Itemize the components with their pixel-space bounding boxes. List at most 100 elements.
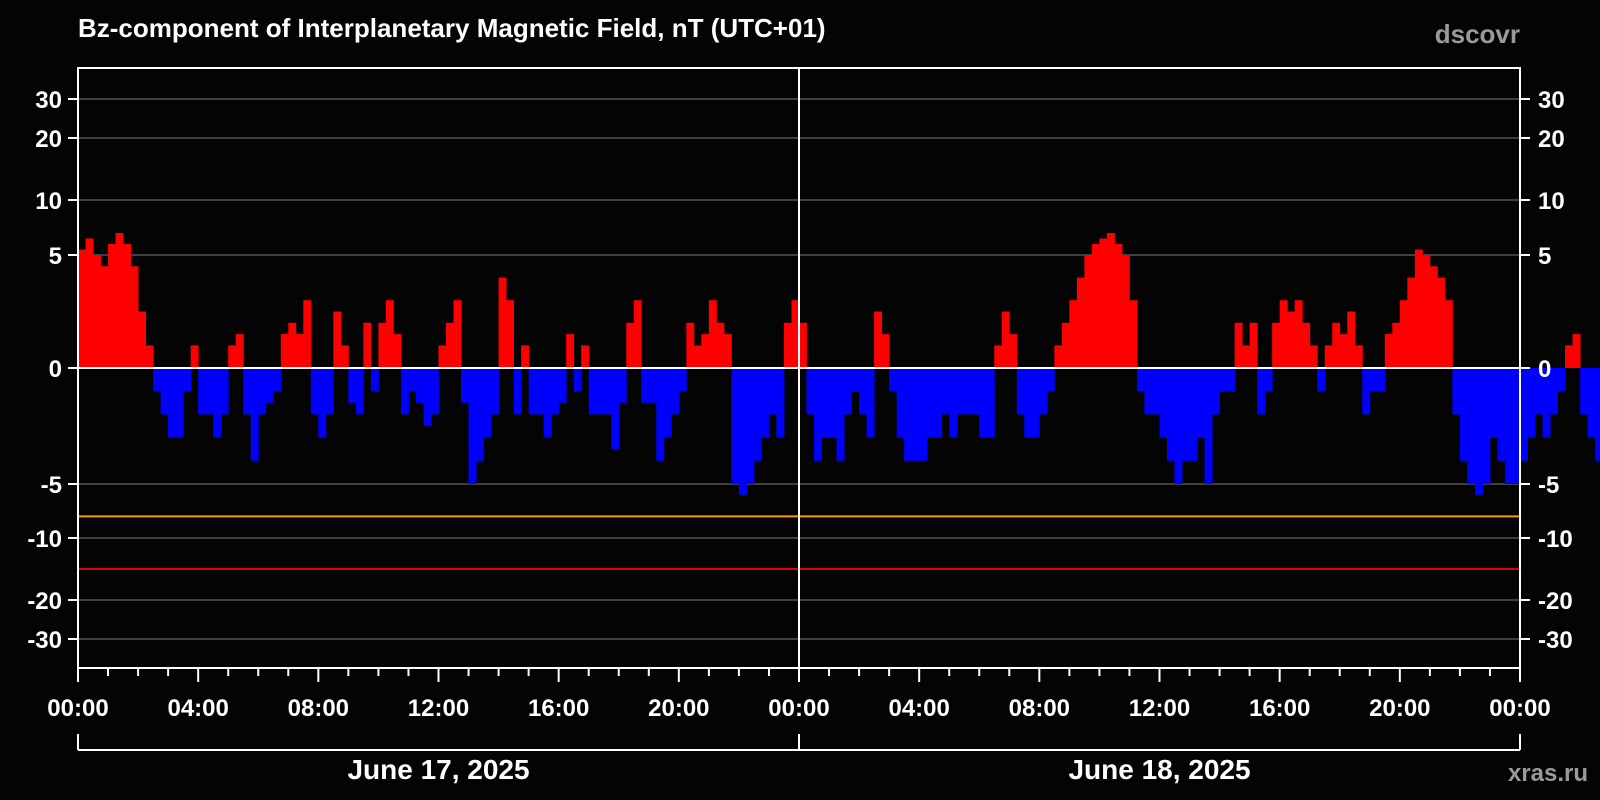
bz-bar xyxy=(686,322,695,368)
y-tick-label: 5 xyxy=(1538,243,1551,270)
bz-bar xyxy=(881,334,890,368)
bz-bar xyxy=(491,368,499,415)
bz-bar xyxy=(153,368,162,392)
x-tick-label: 04:00 xyxy=(167,695,228,722)
bz-bar xyxy=(243,368,252,415)
x-tick-label: 08:00 xyxy=(1009,695,1070,722)
bz-bar xyxy=(896,368,905,438)
bz-bar xyxy=(1467,368,1476,484)
bz-bar xyxy=(1309,345,1318,368)
bz-bar xyxy=(175,368,184,438)
bz-bar xyxy=(626,322,635,368)
bz-bar xyxy=(1414,249,1423,368)
bz-bar xyxy=(1362,368,1371,415)
bz-bar xyxy=(513,368,522,415)
bz-bar xyxy=(220,368,229,415)
y-tick-label: 30 xyxy=(35,87,62,114)
y-tick-label: 20 xyxy=(1538,126,1565,153)
y-tick-label: 10 xyxy=(1538,188,1565,215)
bz-bar xyxy=(1197,368,1205,438)
bz-bar xyxy=(108,244,116,368)
bz-bar xyxy=(829,368,837,438)
bz-bar xyxy=(536,368,545,415)
bz-bar xyxy=(919,368,928,461)
bz-bar xyxy=(393,334,402,368)
bz-bar xyxy=(288,322,297,368)
y-tick-label: 10 xyxy=(35,188,62,215)
bz-bar xyxy=(1474,368,1483,495)
bz-bar xyxy=(1452,368,1461,415)
x-tick-label: 08:00 xyxy=(288,695,349,722)
bz-bar xyxy=(1557,368,1566,392)
bz-bars xyxy=(78,233,1600,495)
bz-bar xyxy=(1369,368,1378,392)
y-tick-label: -20 xyxy=(1538,588,1573,615)
bz-bar xyxy=(325,368,334,415)
bz-bar xyxy=(663,368,672,438)
bz-bar xyxy=(1580,368,1588,415)
bz-bar xyxy=(205,368,214,415)
bz-bar xyxy=(776,368,785,438)
bz-bar xyxy=(761,368,770,438)
bz-bar xyxy=(138,311,146,368)
x-tick-label: 00:00 xyxy=(47,695,108,722)
bz-bar xyxy=(1009,334,1018,368)
bz-bar xyxy=(303,300,312,368)
bz-bar xyxy=(941,368,950,415)
bz-bar xyxy=(295,334,304,368)
x-tick-label: 16:00 xyxy=(528,695,589,722)
bz-bar xyxy=(400,368,409,415)
bz-bar xyxy=(160,368,169,415)
bz-bar xyxy=(1091,244,1100,368)
bz-bar xyxy=(145,345,154,368)
bz-bar xyxy=(453,300,462,368)
bz-bar xyxy=(753,368,762,461)
bz-bar xyxy=(235,334,244,368)
bz-bar xyxy=(1249,322,1258,368)
bz-bar xyxy=(1264,368,1273,392)
bz-bar xyxy=(656,368,665,461)
bz-bar xyxy=(1114,244,1123,368)
bz-bar xyxy=(446,322,454,368)
bz-bar xyxy=(1527,368,1536,438)
bz-bar xyxy=(1039,368,1048,415)
y-tick-label: 5 xyxy=(49,243,62,270)
day-label-june-18: June 18, 2025 xyxy=(1068,754,1250,785)
y-tick-label: 20 xyxy=(35,126,62,153)
bz-bar xyxy=(746,368,755,484)
bz-bar xyxy=(250,368,259,461)
bz-bar xyxy=(1182,368,1190,461)
bz-bar xyxy=(1512,368,1521,484)
bz-bar xyxy=(1422,255,1431,368)
bz-bar xyxy=(355,368,364,415)
y-tick-label: -30 xyxy=(27,627,62,654)
bz-bar xyxy=(1054,345,1063,368)
day-bracket xyxy=(77,734,1521,751)
bz-bar xyxy=(1129,300,1138,368)
bz-bar xyxy=(1324,345,1333,368)
bz-bar xyxy=(370,368,379,392)
bz-bar xyxy=(904,368,913,461)
bz-bar xyxy=(1542,368,1551,438)
bz-bar xyxy=(378,322,387,368)
bz-bar xyxy=(723,334,732,368)
x-tick-label: 12:00 xyxy=(1129,695,1190,722)
bz-bar xyxy=(716,322,725,368)
y-axis-right: 30 20 10 5 0 -5 -10 -20 -30 xyxy=(1520,87,1573,654)
bz-bar xyxy=(844,368,852,415)
bz-bar xyxy=(1159,368,1168,438)
bz-bar xyxy=(1242,345,1251,368)
site-label: xras.ru xyxy=(1508,760,1588,787)
bz-bar xyxy=(1121,255,1130,368)
bz-bar xyxy=(1595,368,1600,461)
bz-bar xyxy=(115,233,124,368)
bz-bar xyxy=(1535,368,1543,415)
bz-bar xyxy=(551,368,560,415)
bz-bar xyxy=(85,238,94,368)
bz-bar xyxy=(738,368,747,495)
bz-bar xyxy=(874,311,883,368)
bz-bar xyxy=(1459,368,1468,461)
y-tick-label: -30 xyxy=(1538,627,1573,654)
bz-bar xyxy=(1189,368,1198,461)
